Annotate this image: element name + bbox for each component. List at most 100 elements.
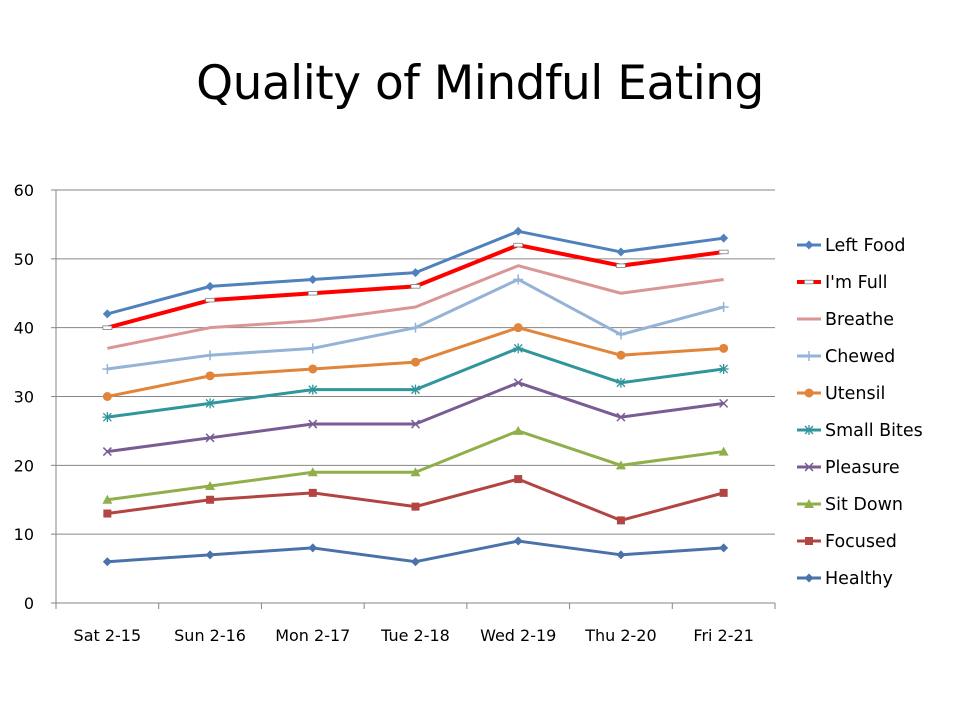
data-point: [307, 467, 318, 477]
data-point: [102, 325, 113, 330]
data-point: [514, 475, 523, 484]
data-point: [307, 343, 318, 354]
y-tick-label: 20: [14, 456, 34, 475]
data-point: [718, 302, 729, 313]
legend-marker: [804, 462, 814, 472]
legend-label: Left Food: [825, 236, 905, 256]
data-point: [615, 377, 626, 388]
data-point: [616, 350, 626, 360]
chart-title: Quality of Mindful Eating: [196, 56, 764, 111]
series-healthy: [102, 536, 729, 567]
x-tick-label: Sun 2-16: [174, 626, 246, 645]
series-focused: [103, 475, 728, 525]
legend-label: Breathe: [825, 310, 894, 330]
data-point: [102, 494, 113, 504]
data-point: [205, 371, 215, 381]
data-point: [102, 447, 112, 457]
axes: [51, 189, 776, 609]
legend-label: Healthy: [825, 569, 893, 589]
legend: Left Food I'm Full Breathe Chewed Utensil Sma…: [797, 236, 923, 589]
data-point: [513, 343, 524, 354]
legend-label: I'm Full: [825, 273, 888, 293]
data-point: [513, 425, 524, 435]
data-point: [615, 329, 626, 340]
data-point: [102, 309, 112, 319]
data-point: [205, 398, 216, 409]
legend-marker: [805, 537, 813, 545]
data-point: [308, 419, 318, 429]
data-point: [513, 242, 524, 248]
data-point: [205, 297, 215, 303]
data-point: [411, 557, 420, 567]
series-line: [107, 477, 725, 522]
data-point: [719, 233, 729, 243]
series-group: [102, 226, 729, 567]
legend-marker: [804, 240, 814, 250]
legend-entry: I'm Full: [797, 273, 888, 293]
y-tick-label: 40: [14, 319, 34, 338]
data-point: [308, 274, 318, 284]
data-point: [513, 323, 523, 333]
data-point: [308, 488, 317, 497]
y-tick-label: 30: [14, 388, 34, 407]
data-point: [718, 446, 729, 456]
data-point: [513, 226, 523, 236]
data-point: [205, 350, 216, 361]
x-axis-ticks: Sat 2-15 Sun 2-16 Mon 2-17 Tue 2-18 Wed 2-19…: [74, 626, 754, 645]
y-tick-label: 10: [14, 525, 34, 544]
data-point: [206, 495, 215, 504]
data-point: [719, 488, 728, 497]
data-point: [410, 384, 421, 395]
series-left-food: [102, 226, 729, 319]
data-point: [719, 343, 729, 353]
x-tick-label: Thu 2-20: [584, 626, 656, 645]
y-tick-label: 50: [14, 250, 34, 269]
legend-label: Focused: [825, 532, 897, 552]
legend-marker: [804, 351, 814, 361]
legend-entry: Sit Down: [797, 495, 903, 515]
data-point: [205, 281, 215, 291]
data-point: [513, 274, 524, 285]
data-point: [102, 392, 112, 401]
y-tick-label: 60: [14, 181, 34, 200]
legend-label: Pleasure: [825, 458, 900, 478]
legend-marker: [804, 279, 814, 285]
legend-entry: Small Bites: [797, 421, 923, 441]
data-point: [616, 412, 626, 422]
legend-entry: Breathe: [797, 310, 894, 330]
data-point: [102, 412, 113, 423]
legend-entry: Focused: [797, 532, 897, 552]
legend-label: Utensil: [825, 384, 885, 404]
data-point: [513, 536, 523, 546]
data-point: [615, 460, 626, 470]
data-point: [307, 291, 318, 296]
data-point: [410, 467, 421, 477]
series-small-bites: [102, 343, 729, 423]
data-point: [719, 398, 729, 408]
series-i-m-full: [102, 242, 729, 330]
series-utensil: [102, 323, 729, 401]
legend-label: Small Bites: [825, 421, 923, 441]
y-tick-label: 0: [24, 594, 34, 613]
data-point: [616, 516, 625, 525]
data-point: [308, 543, 318, 553]
x-tick-label: Wed 2-19: [480, 626, 556, 645]
data-point: [308, 364, 318, 374]
data-point: [205, 550, 215, 560]
data-point: [616, 263, 626, 268]
data-point: [719, 543, 729, 553]
series-line: [107, 264, 724, 350]
data-point: [410, 284, 421, 289]
data-point: [718, 249, 729, 255]
data-point: [718, 363, 729, 374]
data-point: [411, 357, 420, 367]
series-sit-down: [102, 425, 729, 504]
legend-marker: [804, 499, 814, 508]
legend-entry: Left Food: [797, 236, 905, 256]
data-point: [410, 322, 421, 333]
x-tick-label: Fri 2-21: [693, 626, 753, 645]
legend-label: Chewed: [825, 347, 895, 367]
data-point: [307, 384, 318, 395]
